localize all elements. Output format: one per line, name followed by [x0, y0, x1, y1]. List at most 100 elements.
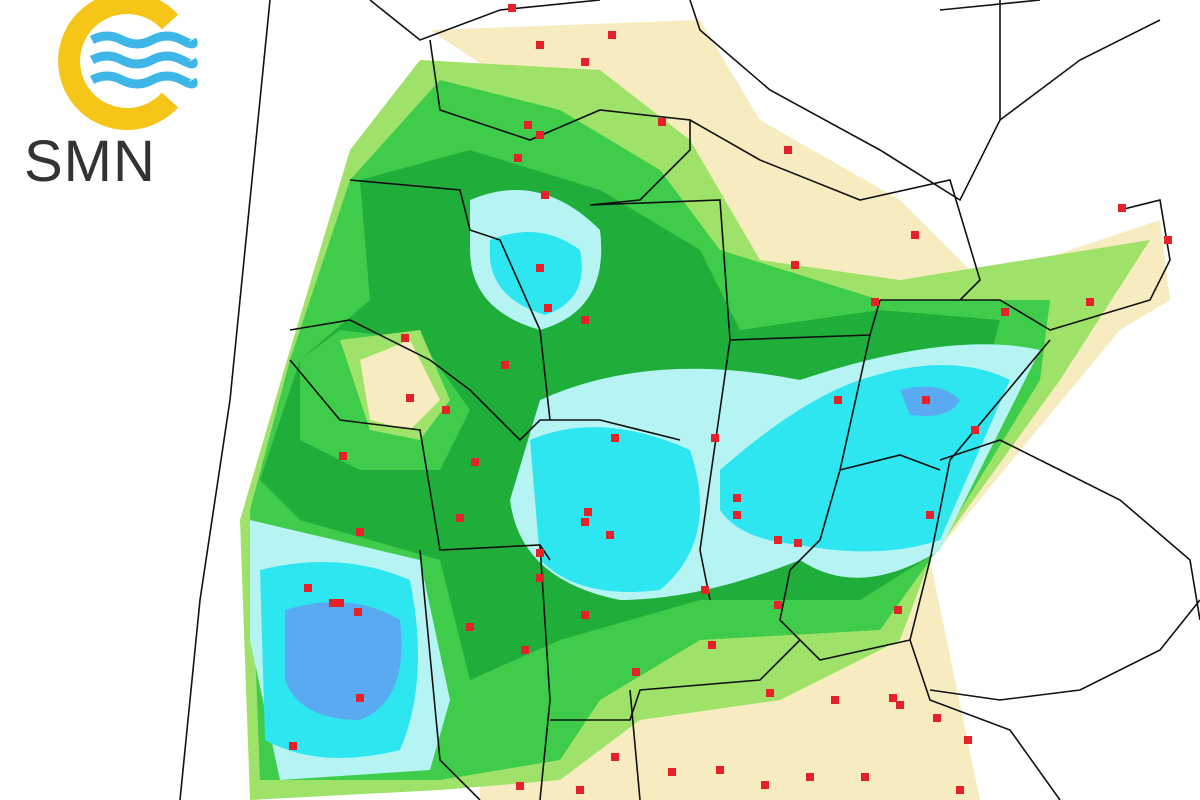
border-line [689, 119, 981, 301]
station-marker [581, 611, 589, 619]
station-marker [926, 511, 934, 519]
precip-zone-cyan [530, 427, 700, 592]
station-marker [791, 261, 799, 269]
station-marker [584, 508, 592, 516]
station-marker [632, 668, 640, 676]
station-marker [608, 31, 616, 39]
station-marker [581, 518, 589, 526]
station-marker [896, 701, 904, 709]
station-marker [514, 154, 522, 162]
precipitation-fields [240, 20, 1170, 800]
station-marker [964, 736, 972, 744]
station-marker [524, 121, 532, 129]
station-marker [611, 434, 619, 442]
station-marker [784, 146, 792, 154]
station-marker [356, 694, 364, 702]
border-line [839, 454, 941, 471]
station-marker [536, 549, 544, 557]
border-line [179, 0, 271, 800]
station-marker [521, 646, 529, 654]
station-marker [861, 773, 869, 781]
smn-logo-text: SMN [24, 129, 156, 194]
station-marker [933, 714, 941, 722]
border-line [349, 179, 551, 421]
station-marker [401, 334, 409, 342]
province-borders [179, 0, 1200, 800]
station-marker [733, 511, 741, 519]
border-line [369, 0, 601, 41]
border-line [539, 544, 551, 800]
station-marker [536, 41, 544, 49]
station-marker [711, 434, 719, 442]
border-line [550, 639, 801, 721]
station-marker [834, 396, 842, 404]
station-marker [606, 531, 614, 539]
station-marker [701, 586, 709, 594]
station-marker [406, 394, 414, 402]
station-marker [329, 599, 337, 607]
station-marker [1001, 308, 1009, 316]
station-marker [576, 786, 584, 794]
station-marker [456, 514, 464, 522]
station-marker [536, 131, 544, 139]
station-marker [871, 298, 879, 306]
border-line [880, 0, 1171, 331]
weather-stations [289, 4, 1172, 794]
precip-zone-cyan [490, 232, 582, 315]
station-marker [761, 781, 769, 789]
station-marker [1086, 298, 1094, 306]
smn-logo-icon [58, 0, 198, 130]
station-marker [956, 786, 964, 794]
station-marker [658, 118, 666, 126]
station-marker [911, 231, 919, 239]
station-marker [581, 316, 589, 324]
station-marker [922, 396, 930, 404]
station-marker [774, 601, 782, 609]
border-line [909, 639, 1061, 800]
station-marker [541, 191, 549, 199]
station-marker [581, 58, 589, 66]
station-marker [971, 426, 979, 434]
precip-zone-blue [285, 602, 402, 720]
station-marker [356, 528, 364, 536]
station-marker [1118, 204, 1126, 212]
border-line [419, 549, 481, 800]
station-marker [508, 4, 516, 12]
border-line [289, 359, 551, 561]
border-line [429, 39, 691, 206]
station-marker [894, 606, 902, 614]
station-marker [339, 452, 347, 460]
station-marker [889, 694, 897, 702]
border-line [929, 599, 1200, 701]
station-marker [304, 584, 312, 592]
station-marker [766, 689, 774, 697]
station-marker [611, 753, 619, 761]
station-marker [354, 608, 362, 616]
station-marker [794, 539, 802, 547]
station-marker [471, 458, 479, 466]
precip-zone-beige [360, 340, 440, 430]
station-marker [733, 494, 741, 502]
station-marker [668, 768, 676, 776]
station-marker [774, 536, 782, 544]
station-marker [501, 361, 509, 369]
station-marker [442, 406, 450, 414]
smn-logo [20, 0, 210, 210]
station-marker [536, 574, 544, 582]
station-marker [516, 782, 524, 790]
border-line [289, 319, 681, 442]
station-marker [1164, 236, 1172, 244]
station-marker [708, 641, 716, 649]
station-marker [806, 773, 814, 781]
station-marker [289, 742, 297, 750]
border-line [629, 689, 641, 800]
station-marker [831, 696, 839, 704]
station-marker [336, 599, 344, 607]
station-marker [536, 264, 544, 272]
station-marker [544, 304, 552, 312]
station-marker [466, 623, 474, 631]
border-line [939, 439, 1200, 621]
station-marker [716, 766, 724, 774]
